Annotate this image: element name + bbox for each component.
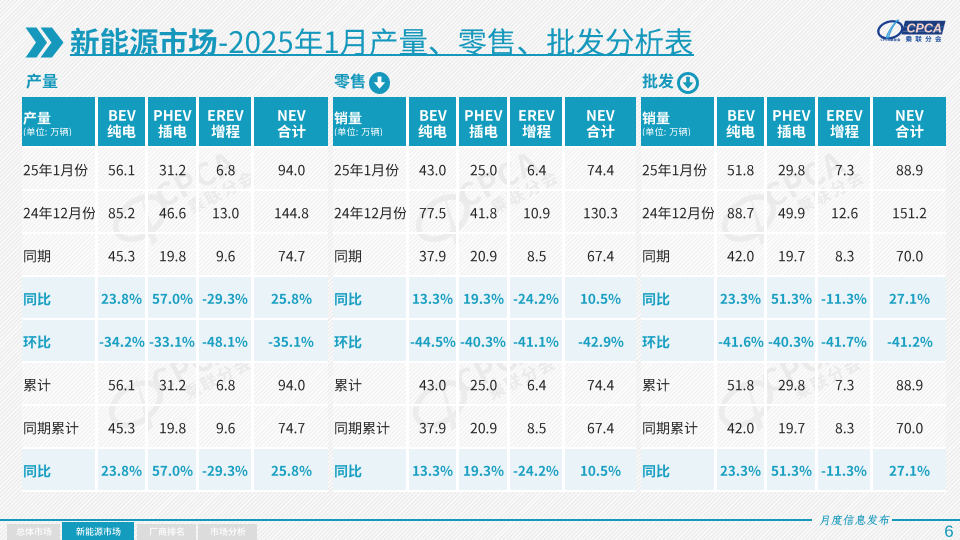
- svg-text:CPCA: CPCA: [907, 22, 942, 36]
